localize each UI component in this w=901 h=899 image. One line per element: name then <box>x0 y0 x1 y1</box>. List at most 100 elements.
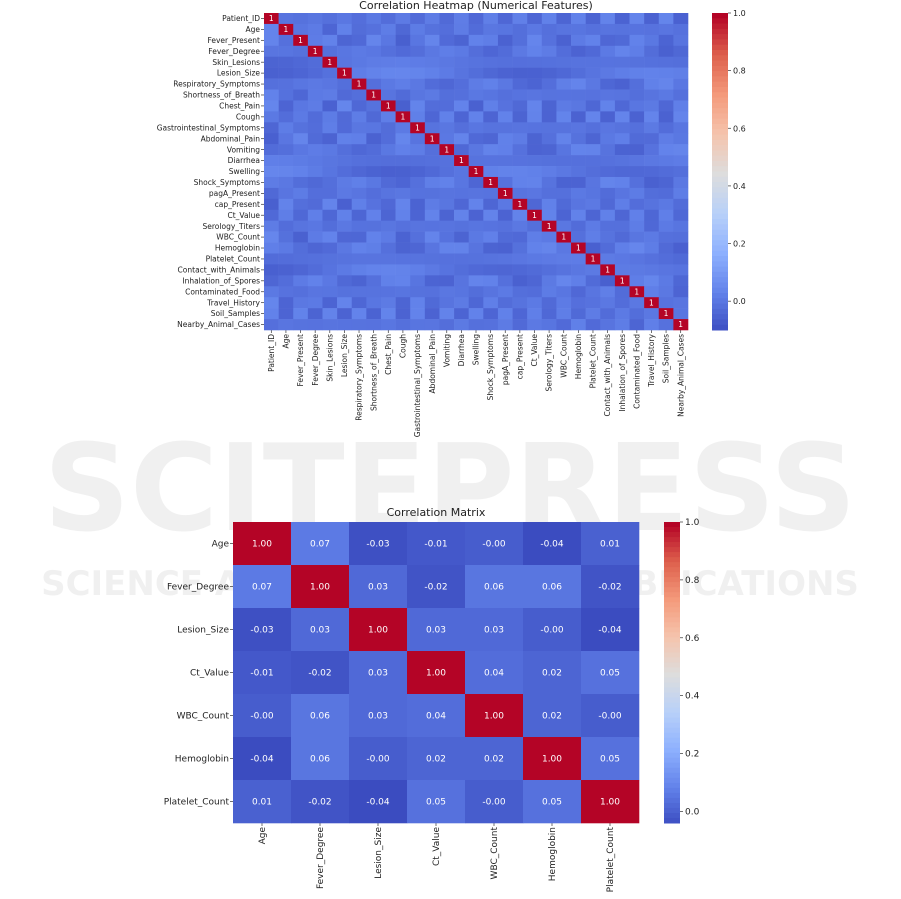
colorbar-segment <box>712 23 728 30</box>
heatmap-cell <box>556 308 572 320</box>
heatmap-cell <box>468 133 484 145</box>
heatmap-cell <box>291 694 350 738</box>
heatmap-cell <box>483 253 499 265</box>
cell-annotation: 0.05 <box>600 755 620 765</box>
heatmap-cell <box>523 608 582 652</box>
heatmap-cell <box>497 166 513 178</box>
heatmap-cell <box>380 155 396 167</box>
heatmap-cell <box>366 122 382 134</box>
heatmap-cell <box>600 319 616 331</box>
heatmap-cell <box>264 144 279 156</box>
column-label: Shock_Symptoms <box>486 334 495 400</box>
heatmap-cell <box>264 100 279 112</box>
heatmap-cell <box>264 308 279 320</box>
heatmap-cell <box>512 122 528 134</box>
colorbar-tick-label: 0.6 <box>733 124 746 133</box>
heatmap-cell <box>600 264 616 276</box>
heatmap-cell <box>337 264 353 276</box>
colorbar-segment <box>712 145 728 151</box>
heatmap-cell <box>322 166 338 178</box>
heatmap-cell <box>629 198 645 211</box>
heatmap-cell <box>410 231 426 243</box>
heatmap-cell <box>307 23 323 36</box>
heatmap-cell <box>585 23 601 36</box>
heatmap-cell <box>395 89 411 101</box>
heatmap-cell <box>541 45 557 58</box>
cell-annotation: -0.02 <box>598 583 621 593</box>
colorbar-tick-label: 0.8 <box>733 67 746 76</box>
heatmap-cell <box>585 13 601 25</box>
heatmap-cell <box>351 56 367 68</box>
heatmap-cell <box>571 100 586 112</box>
heatmap-cell <box>424 286 440 298</box>
cell-annotation: 0.02 <box>542 712 562 722</box>
colorbar-segment <box>664 697 680 704</box>
heatmap-cell <box>351 275 367 287</box>
cell-annotation: 1 <box>401 112 406 121</box>
heatmap-cell <box>644 144 660 156</box>
heatmap-cell <box>366 155 382 167</box>
colorbar-segment <box>664 787 680 794</box>
heatmap-cell <box>322 187 338 200</box>
heatmap-cell <box>337 198 353 211</box>
heatmap-cell <box>366 308 382 320</box>
heatmap-cell <box>351 67 367 79</box>
colorbar-segment <box>712 203 728 209</box>
heatmap-cell <box>512 133 528 145</box>
heatmap-cell <box>497 100 513 112</box>
heatmap-cell <box>644 155 660 167</box>
heatmap-cell <box>581 694 640 738</box>
heatmap-cell <box>527 45 543 58</box>
heatmap-cell <box>380 253 396 265</box>
heatmap-cell <box>454 34 469 47</box>
heatmap-cell <box>541 78 557 90</box>
heatmap-cell <box>410 297 426 309</box>
heatmap-cell <box>644 253 660 265</box>
colorbar-segment <box>664 777 680 784</box>
heatmap-cell <box>424 13 440 25</box>
cell-annotation: 1 <box>313 47 318 56</box>
heatmap-cell <box>454 286 469 298</box>
heatmap-cell <box>600 176 616 189</box>
cell-annotation: 1 <box>430 134 435 143</box>
heatmap-cell <box>366 144 382 156</box>
heatmap-cell <box>395 275 411 287</box>
heatmap-cell <box>395 133 411 145</box>
colorbar-segment <box>664 772 680 779</box>
colorbar-segment <box>664 607 680 613</box>
heatmap-cell <box>322 89 338 101</box>
heatmap-cell <box>380 45 396 58</box>
heatmap-cell <box>512 45 528 58</box>
heatmap-cell <box>483 308 499 320</box>
heatmap-cell <box>410 220 426 232</box>
heatmap-cell <box>307 231 323 243</box>
heatmap-cell <box>614 242 630 254</box>
heatmap-cell <box>541 23 557 36</box>
column-label: Lesion_Size <box>374 827 384 879</box>
heatmap-cell <box>454 133 469 145</box>
heatmap-cell <box>629 111 645 123</box>
heatmap-cell <box>527 111 543 123</box>
heatmap-cell <box>585 56 601 68</box>
heatmap-cell <box>322 45 338 58</box>
heatmap-cell <box>497 187 513 200</box>
colorbar-segment <box>664 592 680 598</box>
heatmap-cell <box>366 34 382 47</box>
heatmap-cell <box>556 286 572 298</box>
heatmap-cell <box>556 111 572 123</box>
heatmap-cell <box>614 56 630 68</box>
heatmap-cell <box>585 198 601 211</box>
heatmap-cell <box>571 198 586 211</box>
heatmap-cell <box>585 122 601 134</box>
heatmap-cell <box>644 209 660 221</box>
colorbar-segment <box>664 537 680 543</box>
heatmap-cell <box>497 176 513 189</box>
heatmap-cell <box>585 67 601 79</box>
heatmap-cell <box>527 220 543 232</box>
heatmap-cell <box>512 231 528 243</box>
heatmap-cell <box>439 144 455 156</box>
heatmap-cell <box>497 198 513 211</box>
heatmap-cell <box>366 67 382 79</box>
heatmap-cell <box>629 319 645 331</box>
heatmap-cell <box>614 111 630 123</box>
